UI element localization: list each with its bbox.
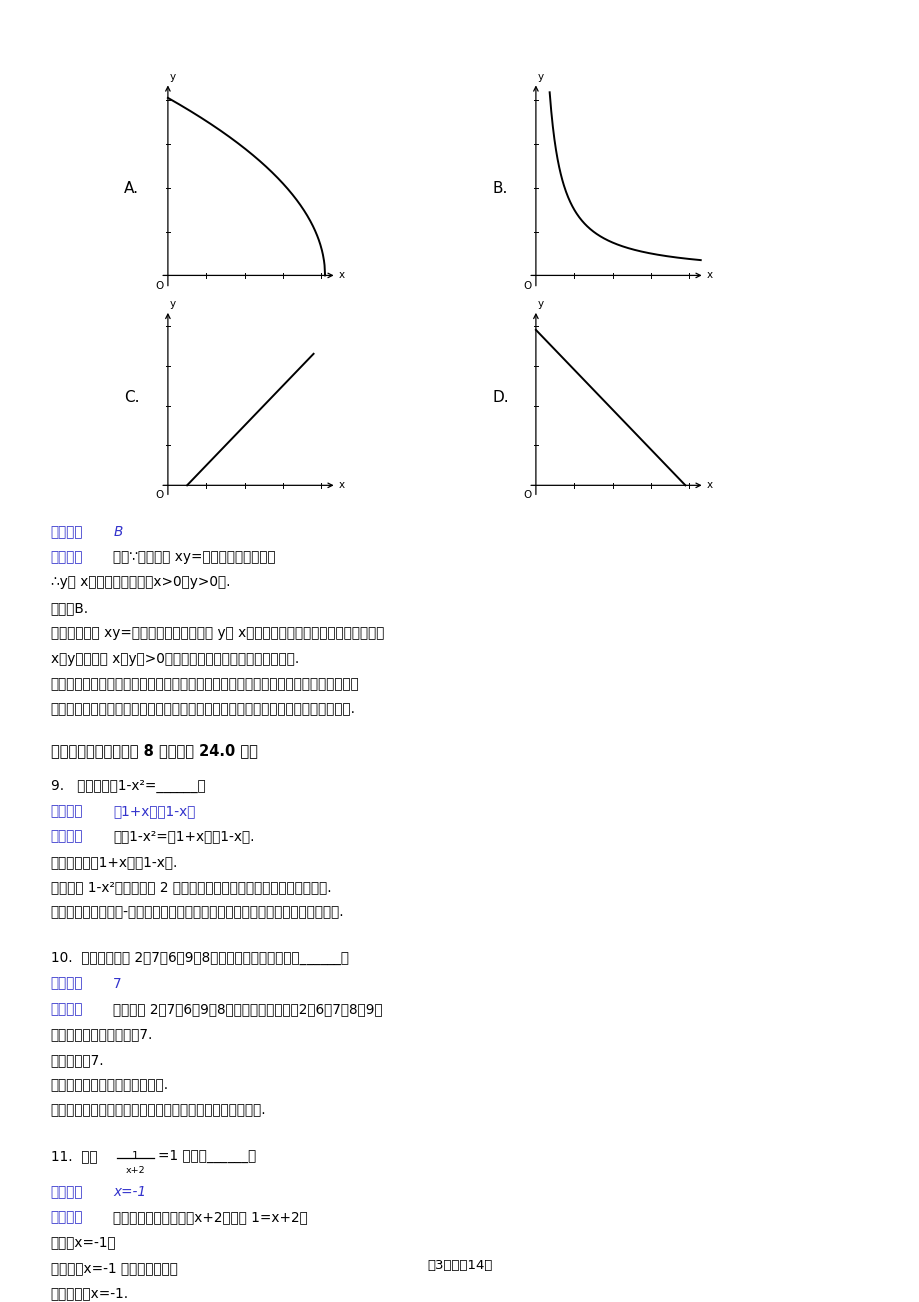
- Text: 第3页，內14页: 第3页，內14页: [426, 1259, 493, 1272]
- Text: y: y: [538, 299, 543, 309]
- Text: 【答案】: 【答案】: [51, 525, 83, 539]
- Text: 11.  方程: 11. 方程: [51, 1150, 97, 1163]
- Text: x: x: [338, 271, 345, 280]
- Text: 1: 1: [131, 1151, 139, 1160]
- Text: 【答案】: 【答案】: [51, 1185, 83, 1199]
- Text: 故答案为：7.: 故答案为：7.: [51, 1053, 104, 1066]
- Text: 根据题意得到 xy=矩形面积（定值），故 y与 x之间的函数图象为反比例函数，且根据: 根据题意得到 xy=矩形面积（定值），故 y与 x之间的函数图象为反比例函数，且…: [51, 626, 383, 641]
- Text: 本题考查了反比例函数的应用，现实生活中存在大量成反比例函数的两个变量，解答该: 本题考查了反比例函数的应用，现实生活中存在大量成反比例函数的两个变量，解答该: [51, 677, 359, 691]
- Text: O: O: [523, 491, 531, 500]
- Text: 7: 7: [113, 976, 121, 991]
- Text: x: x: [706, 480, 712, 491]
- Text: 故答案为：x=-1.: 故答案为：x=-1.: [51, 1286, 129, 1301]
- Text: 二、填空题（本大题共 8 小题，共 24.0 分）: 二、填空题（本大题共 8 小题，共 24.0 分）: [51, 743, 257, 758]
- Text: B.: B.: [492, 181, 507, 197]
- Text: y: y: [170, 299, 176, 309]
- Text: 【解析】: 【解析】: [51, 1211, 83, 1224]
- Text: 故选：B.: 故选：B.: [51, 600, 88, 615]
- Text: 故这组数据的中位数是：7.: 故这组数据的中位数是：7.: [51, 1027, 153, 1042]
- Text: y: y: [538, 72, 543, 82]
- Text: =1 的解是______．: =1 的解是______．: [158, 1150, 256, 1163]
- Text: O: O: [523, 281, 531, 292]
- Text: 直接利用中位数的求法得出答案.: 直接利用中位数的求法得出答案.: [51, 1078, 168, 1092]
- Text: 故答案为：（1+x）（1-x）.: 故答案为：（1+x）（1-x）.: [51, 854, 177, 868]
- Text: C.: C.: [124, 389, 140, 405]
- Text: x: x: [338, 480, 345, 491]
- Text: 类问题的关键是确定两个变量之间的函数关系，然后利用实际意义确定其所在的象限.: 类问题的关键是确定两个变量之间的函数关系，然后利用实际意义确定其所在的象限.: [51, 702, 356, 716]
- Text: B: B: [113, 525, 122, 539]
- Text: 本题考查了因式分解-运用公式法，熟练掌握平方差公式的结构特点是解题的关键.: 本题考查了因式分解-运用公式法，熟练掌握平方差公式的结构特点是解题的关键.: [51, 906, 344, 919]
- Text: x+2: x+2: [125, 1167, 145, 1176]
- Text: 解：方程两边都乘以（x+2），得 1=x+2，: 解：方程两边都乘以（x+2），得 1=x+2，: [113, 1211, 308, 1224]
- Text: x: x: [706, 271, 712, 280]
- Text: 9.   分解因式：1-x²=______．: 9. 分解因式：1-x²=______．: [51, 779, 205, 793]
- Text: 【解析】: 【解析】: [51, 829, 83, 844]
- Text: 此题主要考查了中位数，正确把握中位数的定义是解题关键.: 此题主要考查了中位数，正确把握中位数的定义是解题关键.: [51, 1104, 266, 1117]
- Text: 解得，x=-1，: 解得，x=-1，: [51, 1236, 116, 1250]
- Text: 解：∵根据题意 xy=矩形面积（定值），: 解：∵根据题意 xy=矩形面积（定值），: [113, 549, 276, 564]
- Text: y: y: [170, 72, 176, 82]
- Text: ∴y是 x的反比例函数，（x>0，y>0）.: ∴y是 x的反比例函数，（x>0，y>0）.: [51, 575, 230, 590]
- Text: 经检验，x=-1 是原方程的解，: 经检验，x=-1 是原方程的解，: [51, 1260, 177, 1275]
- Text: 【答案】: 【答案】: [51, 976, 83, 991]
- Text: 10.  现有一组数据 2，7，6，9，8，则这组数据的中位数是______．: 10. 现有一组数据 2，7，6，9，8，则这组数据的中位数是______．: [51, 952, 348, 965]
- Text: 【答案】: 【答案】: [51, 803, 83, 818]
- Text: D.: D.: [492, 389, 508, 405]
- Text: A.: A.: [124, 181, 139, 197]
- Text: 解：1-x²=（1+x）（1-x）.: 解：1-x²=（1+x）（1-x）.: [113, 829, 255, 844]
- Text: 【解析】: 【解析】: [51, 549, 83, 564]
- Text: 解：数据 2，7，6，9，8，从小到大排列为：2，6，7，8，9，: 解：数据 2，7，6，9，8，从小到大排列为：2，6，7，8，9，: [113, 1003, 382, 1016]
- Text: O: O: [155, 281, 164, 292]
- Text: x、y实际意义 x、y应>0，其图象在第一象限；于是得到结论.: x、y实际意义 x、y应>0，其图象在第一象限；于是得到结论.: [51, 651, 299, 665]
- Text: x=-1: x=-1: [113, 1185, 146, 1199]
- Text: 【解析】: 【解析】: [51, 1003, 83, 1016]
- Text: 分解因式 1-x²中，可知是 2 项式，没有公因式，用平方差公式分解即可.: 分解因式 1-x²中，可知是 2 项式，没有公因式，用平方差公式分解即可.: [51, 880, 331, 894]
- Text: O: O: [155, 491, 164, 500]
- Text: （1+x）（1-x）: （1+x）（1-x）: [113, 803, 196, 818]
